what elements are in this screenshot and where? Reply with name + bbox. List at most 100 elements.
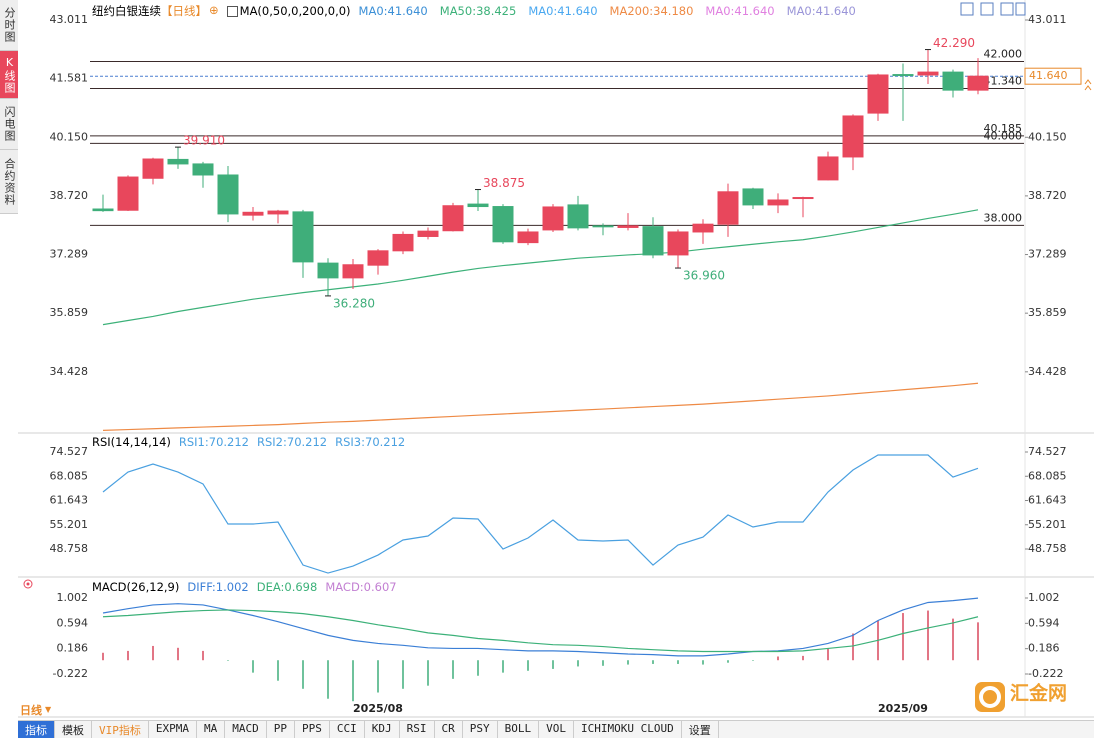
legend-item: RSI1:70.212 xyxy=(178,435,249,449)
toolbar-tab[interactable]: VOL xyxy=(539,721,574,738)
background xyxy=(18,0,1094,720)
y-tick-label: 48.758 xyxy=(1028,542,1067,555)
candle-body xyxy=(767,199,789,206)
icon[interactable] xyxy=(980,2,994,16)
y-tick-label: 74.527 xyxy=(50,445,89,458)
candle-body xyxy=(967,75,989,91)
icon[interactable] xyxy=(960,2,974,16)
candle-body xyxy=(942,71,964,91)
toolbar-tab[interactable]: RSI xyxy=(400,721,435,738)
legend: RSI1:70.212 RSI2:70.212 RSI3:70.212 xyxy=(179,435,405,449)
side-tab[interactable]: K线图 xyxy=(0,51,18,99)
candle-body xyxy=(842,115,864,158)
toolbar-tab[interactable]: ICHIMOKU CLOUD xyxy=(574,721,682,738)
candle-body xyxy=(642,226,664,256)
candle-body xyxy=(292,211,314,263)
candle-body xyxy=(792,197,814,200)
toolbar-tab[interactable]: KDJ xyxy=(365,721,400,738)
candle-body xyxy=(742,188,764,206)
y-tick-label: 0.186 xyxy=(57,642,89,655)
candle-body xyxy=(467,203,489,208)
period-label[interactable]: 日线 xyxy=(20,703,42,717)
icon[interactable] xyxy=(1015,2,1026,16)
toolbar-tab[interactable]: PPS xyxy=(295,721,330,738)
y-tick-label: -0.222 xyxy=(53,667,88,680)
candle-body xyxy=(817,156,839,181)
current-price-label: 41.640 xyxy=(1029,69,1068,82)
add-icon[interactable]: ⊕ xyxy=(209,3,219,17)
candle-body xyxy=(217,174,239,215)
toolbar-tab[interactable]: PP xyxy=(267,721,295,738)
annotation-label: 39.910 xyxy=(183,134,225,148)
legend-item: MA50:38.425 xyxy=(439,4,517,18)
legend-item: RSI2:70.212 xyxy=(257,435,328,449)
legend-item: RSI3:70.212 xyxy=(335,435,406,449)
y-tick-label: 34.428 xyxy=(50,365,89,378)
legend-item: MACD:0.607 xyxy=(325,580,397,594)
candle-body xyxy=(417,230,439,237)
y-tick-label: 35.859 xyxy=(1028,306,1067,319)
toolbar-tab[interactable]: BOLL xyxy=(498,721,540,738)
legend-item: MA0:41.640 xyxy=(705,4,775,18)
horizontal-line-label: 40.000 xyxy=(984,129,1023,142)
horizontal-line-label: 38.000 xyxy=(984,211,1023,224)
legend: DIFF:1.002 DEA:0.698 MACD:0.607 xyxy=(187,580,396,594)
y-tick-label: 1.002 xyxy=(57,591,89,604)
instrument: 纽约白银连续 xyxy=(92,4,161,18)
toolbar-tab[interactable]: 模板 xyxy=(55,721,92,738)
toolbar-tab[interactable]: MA xyxy=(197,721,226,738)
candle-body xyxy=(492,206,514,243)
legend-item: MA0:41.640 xyxy=(358,4,428,18)
icon xyxy=(23,579,33,589)
side-tab[interactable]: 分时图 xyxy=(0,0,18,51)
y-tick-label: 34.428 xyxy=(1028,365,1067,378)
icon xyxy=(26,582,30,586)
candle-body xyxy=(267,210,289,215)
candle-body xyxy=(692,223,714,233)
y-tick-label: 40.150 xyxy=(50,130,89,143)
side-tab[interactable]: 合约资料 xyxy=(0,150,18,214)
candle-body xyxy=(917,71,939,76)
toolbar: 指标 模板 VIP指标 EXPMA MA MACD PP PPS CCI KDJ RSI CR PSY B… xyxy=(18,720,1094,738)
y-tick-label: 41.581 xyxy=(50,72,89,85)
toolbar-tab[interactable]: CR xyxy=(435,721,463,738)
toolbar-tab[interactable]: VIP指标 xyxy=(92,721,149,738)
candle-body xyxy=(367,250,389,266)
y-tick-label: 68.085 xyxy=(1028,469,1067,482)
toolbar-tab[interactable]: PSY xyxy=(463,721,498,738)
candle-body xyxy=(892,74,914,77)
icon[interactable] xyxy=(1000,2,1014,16)
candle-body xyxy=(592,225,614,228)
candle-body xyxy=(192,163,214,176)
y-tick-label: 61.643 xyxy=(50,494,89,507)
y-tick-label: 43.011 xyxy=(50,13,89,26)
icon xyxy=(226,5,238,17)
arrow-icon[interactable] xyxy=(1084,79,1092,91)
toolbar-tab[interactable]: 设置 xyxy=(682,721,719,738)
candle-body xyxy=(517,231,539,244)
horizontal-line-label: 41.340 xyxy=(984,74,1023,87)
period-button[interactable]: 日线 ▼ xyxy=(20,703,52,717)
logo-text: 汇金网 xyxy=(1010,682,1067,705)
side-tab[interactable]: 闪电图 xyxy=(0,99,18,150)
y-tick-label: 55.201 xyxy=(50,518,89,531)
line xyxy=(102,382,979,431)
legend-item: MA200:34.180 xyxy=(609,4,694,18)
toolbar-tab[interactable]: MACD xyxy=(225,721,267,738)
candle-body xyxy=(142,158,164,179)
horizontal-line-label: 40.185 xyxy=(984,122,1023,135)
annotation-label: 36.280 xyxy=(333,296,375,310)
y-tick-label: 0.186 xyxy=(1028,642,1060,655)
y-tick-label: 37.289 xyxy=(50,248,89,261)
candle-body xyxy=(342,264,364,279)
rsi-header: RSI(14,14,14) RSI1:70.212 RSI2:70.212 RSI3… xyxy=(92,435,405,449)
toolbar-tab[interactable]: EXPMA xyxy=(149,721,197,738)
toolbar-tab[interactable]: CCI xyxy=(330,721,365,738)
y-tick-label: 0.594 xyxy=(57,616,89,629)
toolbar-tab[interactable]: 指标 xyxy=(18,721,55,738)
candle-body xyxy=(542,206,564,231)
toolbar-icons[interactable] xyxy=(960,2,1026,16)
candle-body xyxy=(167,158,189,165)
current-price-box xyxy=(1024,67,1082,85)
